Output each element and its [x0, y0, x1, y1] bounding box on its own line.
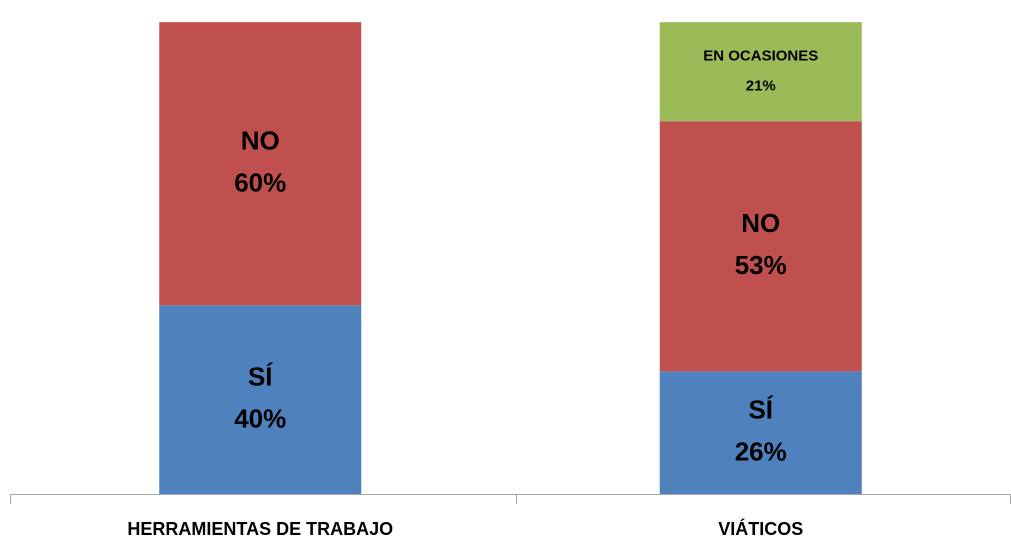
value-label: 53%	[735, 250, 787, 280]
value-label: 60%	[234, 168, 286, 198]
bar-segment	[659, 371, 862, 494]
bar-segment	[159, 22, 362, 306]
x-tick-label: VIÁTICOS	[718, 518, 803, 539]
bar-segment	[159, 305, 362, 494]
bar-segment	[659, 121, 862, 372]
segment-name: SÍ	[248, 362, 273, 392]
value-label: 21%	[746, 78, 776, 95]
value-label: 40%	[234, 404, 286, 434]
segment-name: SÍ	[748, 395, 773, 425]
value-label: 26%	[735, 437, 787, 467]
segment-name: EN OCASIONES	[703, 48, 818, 65]
bar-segment	[659, 22, 862, 122]
segment-name: NO	[741, 208, 780, 238]
x-tick-label: HERRAMIENTAS DE TRABAJO	[127, 519, 393, 539]
segment-name: NO	[241, 126, 280, 156]
